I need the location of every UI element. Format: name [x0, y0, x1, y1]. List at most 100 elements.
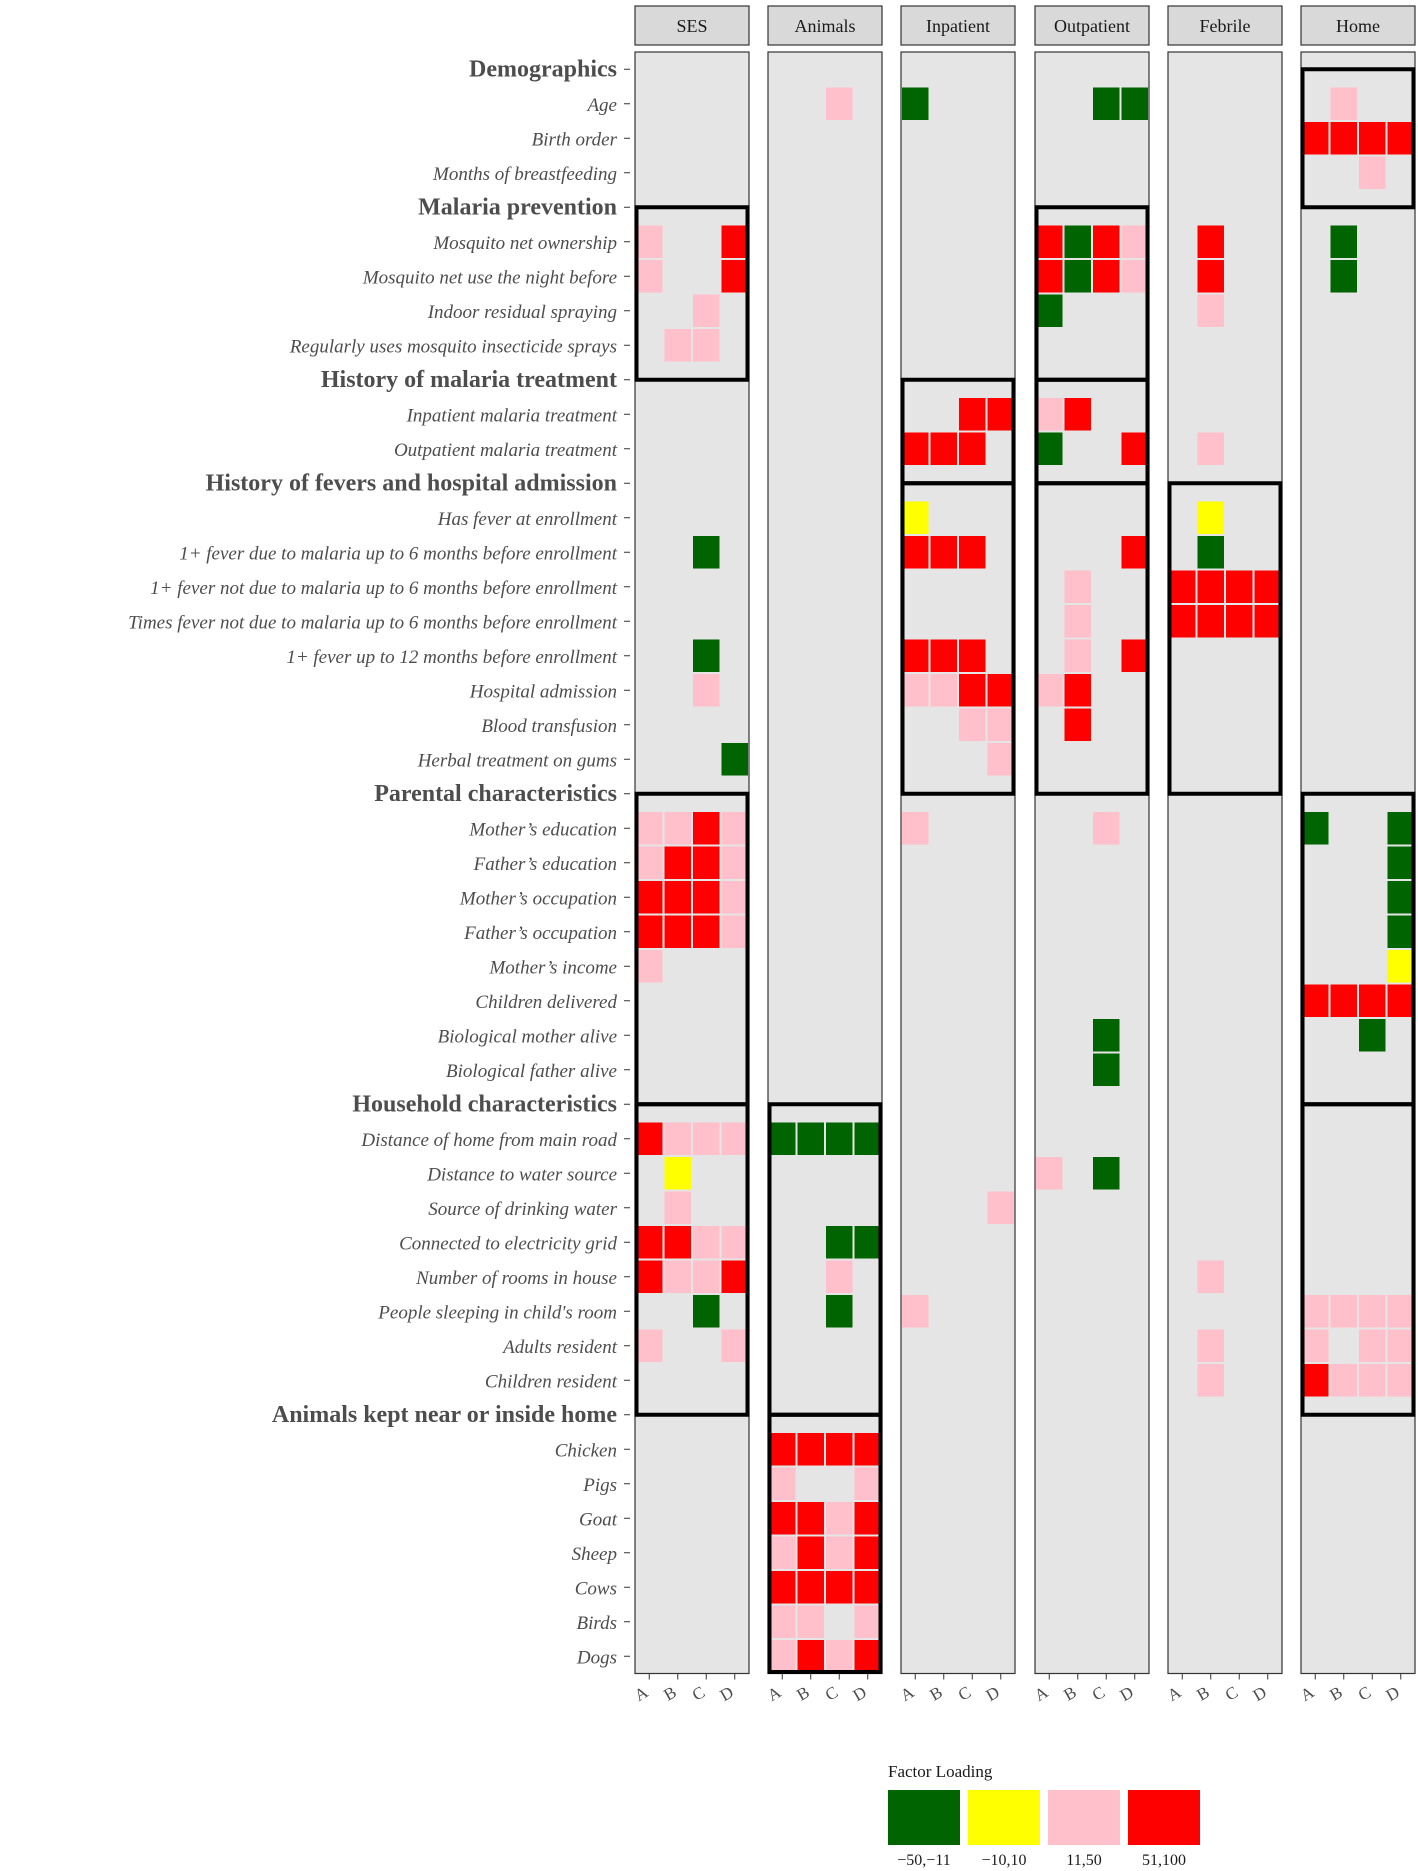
tick-label-febrile-B: B	[1193, 1683, 1212, 1705]
strip-home	[1300, 5, 1416, 46]
cell-ses-mother-s-occupation-C	[693, 881, 720, 914]
cell-home-adults-resident-C	[1359, 1329, 1386, 1362]
cell-inpatient-1-fever-up-to-12-months-before-enrollment-C	[959, 639, 986, 672]
legend: Factor Loading −50,−11 −10,10 11,50 51,100	[888, 1762, 1200, 1869]
cell-outpatient-mosquito-net-use-the-night-before-A	[1036, 260, 1063, 293]
cell-ses-distance-of-home-from-main-road-B	[664, 1122, 691, 1155]
row-label-distance-to-water-source: Distance to water source	[426, 1164, 617, 1185]
cell-ses-distance-of-home-from-main-road-C	[693, 1122, 720, 1155]
cell-ses-father-s-education-A	[636, 846, 663, 879]
cell-outpatient-distance-to-water-source-C	[1093, 1157, 1120, 1190]
cell-home-mother-s-income-D	[1387, 950, 1414, 983]
cell-animals-connected-to-electricity-grid-C	[826, 1226, 853, 1259]
tick-label-inpatient-D: D	[983, 1683, 1003, 1706]
cell-inpatient-outpatient-malaria-treatment-A	[902, 432, 929, 465]
cell-inpatient-mother-s-education-A	[902, 812, 929, 845]
cell-animals-dogs-C	[826, 1640, 853, 1673]
cell-febrile-mosquito-net-use-the-night-before-B	[1197, 260, 1224, 293]
cell-ses-mosquito-net-use-the-night-before-A	[636, 260, 663, 293]
group-box-inpatient-history-of-fevers-and-hospital-admission	[900, 481, 1016, 796]
legend-swatch-0	[888, 1790, 960, 1845]
cell-inpatient-people-sleeping-in-child-s-room-A	[902, 1295, 929, 1328]
cell-outpatient-outpatient-malaria-treatment-A	[1036, 432, 1063, 465]
group-box-home-household-characteristics	[1300, 1102, 1416, 1417]
cell-febrile-1-fever-due-to-malaria-up-to-6-months-before-enrollment-B	[1197, 536, 1224, 569]
cell-ses-1-fever-up-to-12-months-before-enrollment-C	[693, 639, 720, 672]
cell-animals-number-of-rooms-in-house-C	[826, 1260, 853, 1293]
panels	[634, 51, 1416, 1675]
cell-inpatient-outpatient-malaria-treatment-B	[930, 432, 957, 465]
strip-inpatient	[900, 5, 1016, 46]
cell-ses-number-of-rooms-in-house-B	[664, 1260, 691, 1293]
tick-label-ses-B: B	[660, 1683, 679, 1705]
cell-febrile-1-fever-not-due-to-malaria-up-to-6-months-before-enrollment-B	[1197, 570, 1224, 603]
cell-ses-distance-of-home-from-main-road-D	[721, 1122, 748, 1155]
cell-ses-father-s-occupation-B	[664, 915, 691, 948]
cell-outpatient-distance-to-water-source-A	[1036, 1157, 1063, 1190]
cell-animals-sheep-A	[769, 1536, 796, 1569]
cell-inpatient-inpatient-malaria-treatment-C	[959, 398, 986, 431]
tick-label-home-A: A	[1297, 1682, 1318, 1705]
cell-home-children-resident-B	[1330, 1364, 1357, 1397]
cell-animals-goat-A	[769, 1502, 796, 1535]
strip-label-home: Home	[1336, 16, 1380, 36]
cell-inpatient-hospital-admission-B	[930, 674, 957, 707]
cell-animals-sheep-D	[854, 1536, 881, 1569]
cell-outpatient-mosquito-net-use-the-night-before-D	[1121, 260, 1148, 293]
row-label-outpatient-malaria-treatment: Outpatient malaria treatment	[394, 440, 618, 461]
row-label-mother-s-education: Mother’s education	[468, 819, 617, 840]
tick-label-animals-C: C	[822, 1683, 841, 1705]
cell-outpatient-1-fever-due-to-malaria-up-to-6-months-before-enrollment-D	[1121, 536, 1148, 569]
cell-inpatient-hospital-admission-A	[902, 674, 929, 707]
cell-inpatient-age-A	[902, 87, 929, 120]
legend-label-0: −50,−11	[897, 1852, 950, 1869]
cell-ses-hospital-admission-C	[693, 674, 720, 707]
row-label-source-of-drinking-water: Source of drinking water	[428, 1199, 617, 1220]
row-label-age: Age	[585, 95, 617, 116]
cell-inpatient-outpatient-malaria-treatment-C	[959, 432, 986, 465]
cell-inpatient-1-fever-due-to-malaria-up-to-6-months-before-enrollment-C	[959, 536, 986, 569]
cell-ses-connected-to-electricity-grid-B	[664, 1226, 691, 1259]
cell-ses-father-s-occupation-D	[721, 915, 748, 948]
cell-outpatient-age-D	[1121, 87, 1148, 120]
group-label-history-of-fevers-and-hospital-admission: History of fevers and hospital admission	[206, 470, 617, 496]
row-label-times-fever-not-due-to-malaria-up-to-6-months-before-enrollment: Times fever not due to malaria up to 6 m…	[128, 612, 618, 633]
cell-home-mother-s-education-D	[1387, 812, 1414, 845]
row-label-children-delivered: Children delivered	[475, 992, 617, 1013]
cell-home-children-delivered-D	[1387, 984, 1414, 1017]
strip-label-animals: Animals	[795, 16, 856, 36]
cell-febrile-outpatient-malaria-treatment-B	[1197, 432, 1224, 465]
group-box-febrile-history-of-fevers-and-hospital-admission	[1167, 481, 1283, 796]
cell-animals-people-sleeping-in-child-s-room-C	[826, 1295, 853, 1328]
cell-animals-distance-of-home-from-main-road-A	[769, 1122, 796, 1155]
row-label-1-fever-due-to-malaria-up-to-6-months-before-enrollment: 1+ fever due to malaria up to 6 months b…	[179, 543, 618, 564]
cell-home-birth-order-C	[1359, 122, 1386, 155]
legend-swatch-3	[1128, 1790, 1200, 1845]
cell-home-adults-resident-A	[1302, 1329, 1329, 1362]
tick-label-febrile-A: A	[1164, 1682, 1185, 1705]
cell-outpatient-mosquito-net-ownership-A	[1036, 225, 1063, 258]
tick-label-ses-C: C	[689, 1683, 708, 1705]
group-box-home-demographics	[1300, 67, 1416, 210]
strip-animals	[767, 5, 883, 46]
panel-strips: SES Animals Inpatient Outpatient Febrile Home	[634, 5, 1416, 46]
cell-ses-connected-to-electricity-grid-D	[721, 1226, 748, 1259]
cell-animals-chicken-C	[826, 1433, 853, 1466]
cell-home-children-delivered-B	[1330, 984, 1357, 1017]
cell-outpatient-outpatient-malaria-treatment-D	[1121, 432, 1148, 465]
cell-ses-number-of-rooms-in-house-D	[721, 1260, 748, 1293]
tick-label-animals-D: D	[850, 1683, 870, 1706]
row-label-birth-order: Birth order	[532, 129, 618, 150]
cell-febrile-times-fever-not-due-to-malaria-up-to-6-months-before-enrollment-C	[1226, 605, 1253, 638]
cell-animals-birds-D	[854, 1605, 881, 1638]
cell-animals-cows-D	[854, 1571, 881, 1604]
cell-inpatient-herbal-treatment-on-gums-D	[987, 743, 1014, 776]
row-label-father-s-education: Father’s education	[473, 854, 617, 875]
row-label-months-of-breastfeeding: Months of breastfeeding	[432, 164, 617, 185]
legend-label-1: −10,10	[981, 1852, 1026, 1869]
cell-febrile-times-fever-not-due-to-malaria-up-to-6-months-before-enrollment-D	[1254, 605, 1281, 638]
row-labels: Demographics Age Birth order Months of brea…	[128, 56, 630, 1668]
cell-ses-mother-s-education-A	[636, 812, 663, 845]
row-label-blood-transfusion: Blood transfusion	[481, 716, 617, 737]
